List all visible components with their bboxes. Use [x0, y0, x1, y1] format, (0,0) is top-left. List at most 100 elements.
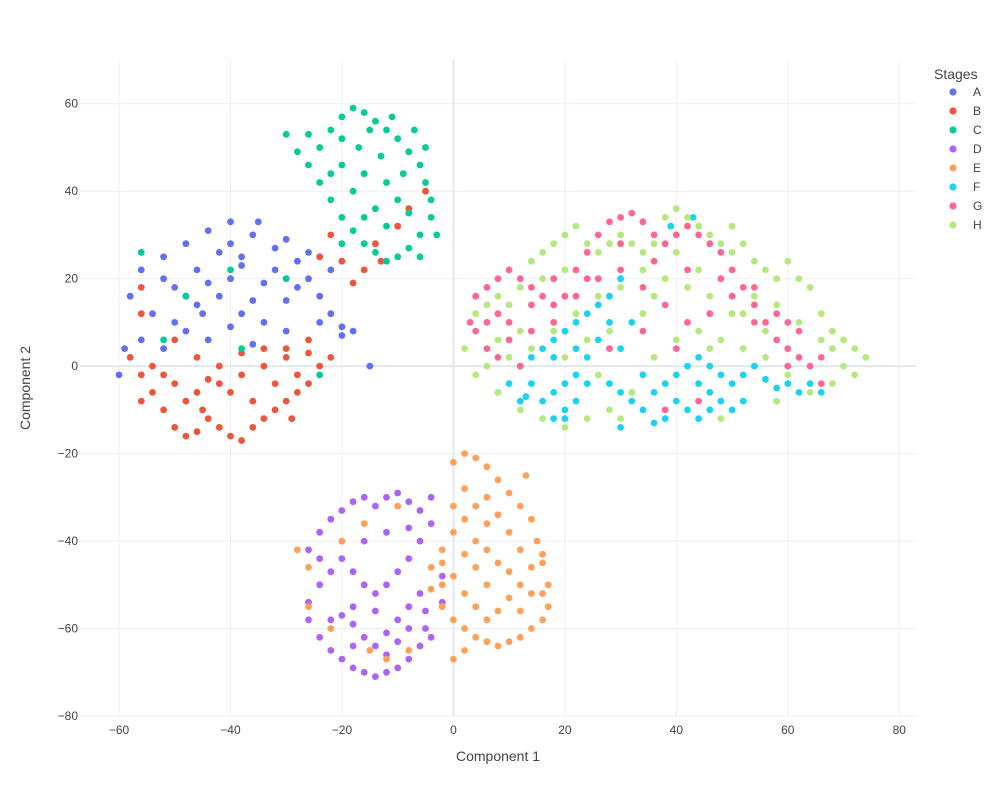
legend-label: B — [973, 104, 981, 118]
legend-item-a[interactable]: A — [949, 85, 981, 99]
data-point — [416, 537, 424, 545]
x-tick-label: 20 — [558, 723, 572, 737]
data-point — [327, 126, 335, 134]
data-point — [806, 284, 814, 291]
data-point — [505, 528, 513, 536]
data-point — [316, 581, 324, 589]
data-point — [405, 498, 413, 506]
data-point — [773, 336, 781, 344]
legend-item-c[interactable]: C — [949, 123, 982, 137]
data-point — [254, 218, 262, 226]
legend-marker — [949, 107, 957, 115]
data-point — [450, 458, 457, 466]
data-point — [617, 240, 624, 248]
data-point — [505, 568, 513, 576]
data-point — [739, 397, 747, 405]
legend-item-b[interactable]: B — [949, 104, 981, 118]
data-point — [360, 520, 368, 527]
legend-item-e[interactable]: E — [949, 161, 981, 175]
data-point — [583, 275, 591, 283]
data-point — [706, 310, 714, 318]
data-point — [840, 362, 847, 370]
data-point — [594, 371, 602, 379]
data-point — [461, 647, 468, 654]
data-point — [260, 415, 268, 422]
data-point — [561, 231, 569, 239]
data-point — [617, 415, 624, 422]
data-point — [349, 498, 357, 506]
data-point — [684, 284, 691, 291]
data-point — [516, 633, 524, 641]
data-point — [572, 222, 580, 230]
data-point — [305, 349, 312, 357]
data-point — [706, 389, 714, 396]
data-point — [238, 437, 246, 444]
data-point — [193, 354, 201, 361]
data-point — [372, 673, 379, 680]
data-point — [271, 406, 279, 414]
data-point — [204, 415, 212, 422]
data-point — [594, 231, 602, 239]
legend-item-g[interactable]: G — [949, 199, 982, 213]
data-point — [193, 266, 201, 274]
y-tick-label: 40 — [65, 184, 79, 198]
data-point — [227, 218, 234, 226]
data-point — [388, 113, 396, 121]
data-point — [121, 345, 128, 352]
data-point — [427, 493, 435, 501]
data-point — [695, 222, 702, 230]
data-point — [773, 310, 781, 318]
legend-item-d[interactable]: D — [949, 142, 982, 156]
data-point — [305, 563, 312, 571]
data-point — [305, 603, 312, 611]
data-point — [282, 235, 290, 243]
legend-item-f[interactable]: F — [949, 180, 980, 194]
data-point — [684, 266, 691, 274]
data-point — [461, 515, 468, 523]
data-point — [137, 397, 145, 405]
data-point — [539, 249, 546, 256]
legend-label: H — [973, 218, 982, 232]
data-point — [338, 655, 346, 663]
data-point — [483, 301, 491, 309]
data-point — [416, 231, 424, 239]
data-point — [561, 354, 569, 361]
data-point — [483, 546, 491, 554]
data-point — [661, 415, 669, 422]
data-point — [416, 590, 424, 597]
data-point — [717, 336, 725, 344]
data-point — [739, 371, 747, 379]
data-point — [751, 284, 758, 291]
data-point — [528, 257, 535, 265]
data-point — [829, 380, 836, 387]
y-tick-label: −60 — [58, 622, 79, 636]
data-point — [338, 332, 346, 339]
legend-item-h[interactable]: H — [949, 218, 982, 232]
data-point — [539, 559, 546, 567]
data-point — [338, 507, 346, 514]
data-point — [427, 585, 435, 593]
data-point — [305, 336, 312, 344]
data-point — [505, 336, 513, 344]
data-point — [762, 327, 769, 335]
data-point — [483, 520, 491, 527]
data-point — [706, 406, 714, 414]
data-point — [227, 389, 234, 396]
data-point — [550, 301, 558, 309]
data-point — [516, 327, 524, 335]
data-point — [171, 284, 179, 291]
data-point — [550, 336, 558, 344]
data-point — [751, 319, 758, 326]
data-point — [316, 292, 324, 300]
data-point — [650, 389, 658, 396]
data-point — [528, 354, 535, 361]
grid-lines — [80, 60, 916, 717]
data-point — [483, 345, 491, 352]
data-point — [494, 511, 502, 519]
data-point — [450, 655, 457, 663]
data-point — [594, 275, 602, 283]
data-point — [427, 196, 435, 204]
data-point — [394, 196, 402, 204]
data-point — [817, 389, 825, 396]
